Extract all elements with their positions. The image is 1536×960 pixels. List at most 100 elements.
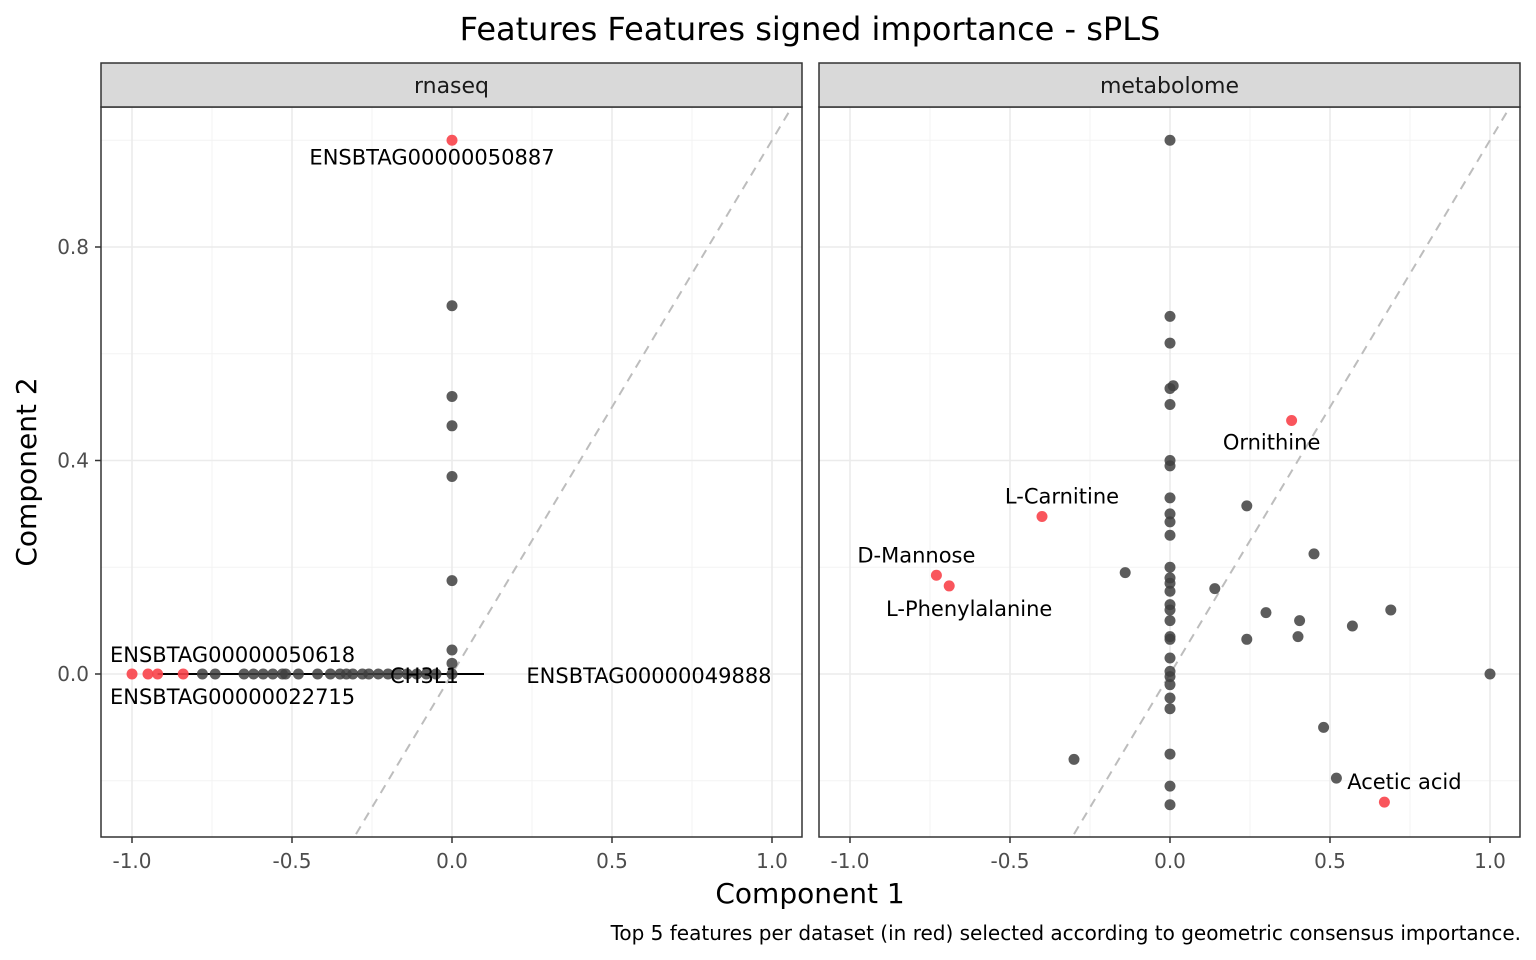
data-point (411, 668, 423, 680)
data-point (1346, 620, 1358, 632)
y-tick-label: 0.8 (57, 235, 89, 259)
data-point (1164, 398, 1176, 410)
data-point (1164, 703, 1176, 715)
facet-strip (100, 62, 803, 108)
x-tick-label: -0.5 (990, 849, 1029, 873)
x-tick-label: 0.0 (436, 849, 468, 873)
data-point (382, 668, 394, 680)
data-point (267, 668, 279, 680)
data-point (1164, 780, 1176, 792)
data-point (209, 668, 221, 680)
data-point (1294, 615, 1306, 627)
panel-rnaseq: ENSBTAG00000050887 ENSBTAG00000050618 ENSB… (57, 62, 803, 873)
data-point (257, 668, 269, 680)
data-point (363, 668, 375, 680)
data-point (1164, 748, 1176, 760)
data-point (1164, 310, 1176, 322)
data-point (1164, 561, 1176, 573)
y-tick-label: 0.4 (57, 449, 89, 473)
selected-point (446, 134, 458, 146)
x-tick-label: 0.5 (596, 849, 628, 873)
x-tick-label: 0.5 (1314, 849, 1346, 873)
data-point (238, 668, 250, 680)
point-label: Acetic acid (1347, 770, 1461, 794)
facet-strip-label: metabolome (1100, 74, 1239, 99)
selected-point (1378, 796, 1390, 808)
facet-strip-label: rnaseq (414, 74, 489, 99)
y-axis-title: Component 2 (10, 377, 43, 566)
point-label: ENSBTAG00000022715 (110, 685, 355, 709)
selected-point (943, 580, 955, 592)
x-tick-label: 0.0 (1154, 849, 1186, 873)
diagonal-reference-line (1073, 107, 1512, 835)
data-point (446, 644, 458, 656)
selected-point (126, 668, 138, 680)
x-tick-label: -0.5 (272, 849, 311, 873)
data-point (446, 390, 458, 402)
points (930, 134, 1496, 811)
data-point (1164, 652, 1176, 664)
x-tick-label: 1.0 (1474, 849, 1506, 873)
data-point (446, 420, 458, 432)
data-point (248, 668, 260, 680)
data-point (324, 668, 336, 680)
point-label: CH3L1 (390, 664, 459, 688)
data-point (1330, 772, 1342, 784)
x-axis-title: Component 1 (715, 877, 904, 910)
selected-point (930, 569, 942, 581)
selected-point (177, 668, 189, 680)
data-point (1164, 799, 1176, 811)
selected-point (152, 668, 164, 680)
y-tick-label: 0.0 (57, 662, 89, 686)
data-point (446, 668, 458, 680)
facet-panels: ENSBTAG00000050887 ENSBTAG00000050618 ENSB… (57, 62, 1521, 873)
data-point (372, 668, 384, 680)
data-point (430, 668, 442, 680)
chart-caption: Top 5 features per dataset (in red) sele… (610, 921, 1521, 945)
point-label: ENSBTAG00000049888 (526, 664, 771, 688)
point-label: ENSBTAG00000050887 (309, 145, 554, 169)
data-point (1241, 633, 1253, 645)
data-point (401, 668, 413, 680)
data-point (347, 668, 359, 680)
data-point (292, 668, 304, 680)
x-tick-label: -1.0 (112, 849, 151, 873)
data-point (1318, 721, 1330, 733)
data-point (1119, 567, 1131, 579)
data-point (280, 668, 292, 680)
data-point (1385, 604, 1397, 616)
data-point (1308, 548, 1320, 560)
data-point (1484, 668, 1496, 680)
point-label: L-Phenylalanine (886, 597, 1052, 621)
data-point (392, 668, 404, 680)
data-point (1164, 529, 1176, 541)
data-point (1164, 604, 1176, 616)
chart-title: Features Features signed importance - sP… (460, 10, 1161, 48)
data-point (420, 668, 432, 680)
selected-point (1036, 511, 1048, 523)
x-tick-label: 1.0 (756, 849, 788, 873)
points (126, 134, 458, 680)
data-point (446, 575, 458, 587)
point-label: Ornithine (1223, 430, 1321, 454)
data-point (1164, 516, 1176, 528)
data-point (1164, 671, 1176, 683)
data-point (1164, 577, 1176, 589)
data-point (1068, 753, 1080, 765)
data-point (1164, 460, 1176, 472)
data-point (1260, 607, 1272, 619)
diagonal-reference-line (355, 107, 794, 835)
data-point (1164, 633, 1176, 645)
panel-metabolome: Ornithine L-Carnitine D-Mannose L-Phenylala… (818, 62, 1521, 873)
selected-point (142, 668, 154, 680)
data-point (1164, 134, 1176, 146)
data-point (1167, 380, 1179, 392)
data-point (1209, 583, 1221, 595)
data-point (1164, 337, 1176, 349)
point-label: L-Carnitine (1005, 485, 1119, 509)
data-point (446, 471, 458, 483)
data-point (446, 657, 458, 669)
data-point (1164, 615, 1176, 627)
data-point (1164, 508, 1176, 520)
